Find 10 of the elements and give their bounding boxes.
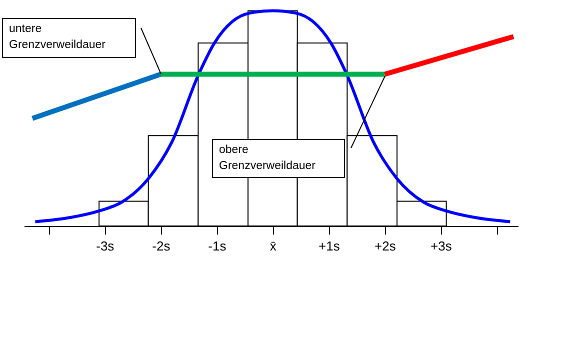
x-tick-label: -2s [152, 238, 171, 254]
annotation: obere Grenzverweildauer [219, 144, 316, 172]
x-tick-label: x̄ [270, 238, 277, 254]
x-tick-label: -1s [208, 238, 227, 254]
callout-box: obere Grenzverweildauer [212, 76, 386, 178]
x-tick-label: +1s [318, 238, 340, 254]
x-tick-label: +3s [430, 238, 452, 254]
x-tick-label: -3s [96, 238, 115, 254]
annotation: untere Grenzverweildauer [9, 23, 106, 51]
x-tick-label: +2s [374, 238, 396, 254]
